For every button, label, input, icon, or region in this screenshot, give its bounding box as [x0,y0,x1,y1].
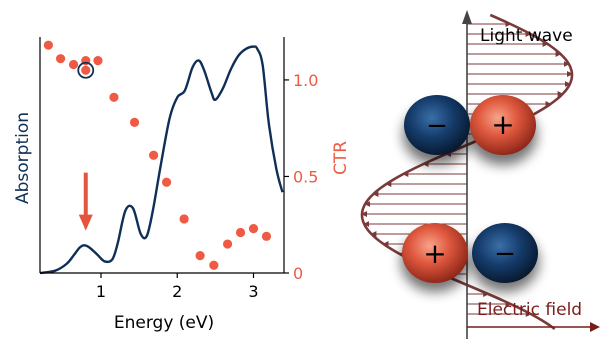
negative-charge-blob [472,223,538,283]
charge-pair-lower: + − [401,223,539,292]
x-tick-label: 3 [248,282,258,301]
ctr-data-point [93,56,103,66]
electric-field-arrowhead [590,322,600,332]
ctr-highlighted-point [81,65,91,75]
ctr-data-point [109,92,119,102]
positive-charge-blob [470,95,536,155]
absorption-series-line [39,45,284,275]
highlighted-point-ring [77,61,95,79]
ctr-data-point [209,260,219,270]
negative-charge-blob [404,95,470,155]
light-wave-label: Light wave [480,26,573,46]
ctr-data-point [129,117,140,127]
minus-sign: − [494,239,516,269]
right-axis-ticks: 0 0.5 1.0 [284,71,318,283]
right-y-tick-label: 0 [293,264,303,283]
ctr-data-point [248,223,259,234]
left-axis-label: Absorption [13,112,33,204]
right-y-tick-label: 1.0 [293,71,318,90]
x-tick-label: 2 [172,282,182,301]
ctr-data-point [161,177,172,187]
plus-sign: + [491,108,514,141]
ctr-scatter-points [43,40,272,270]
ctr-data-point [179,214,189,224]
charge-pair-upper: − + [403,95,537,165]
arrow-head [78,214,93,231]
right-axis-label: CTR [331,141,351,175]
ctr-data-point [149,150,159,160]
x-axis-label: Energy (eV) [114,313,214,333]
ctr-data-point [222,239,233,249]
ctr-data-point [68,59,79,70]
ctr-data-point [43,40,53,50]
ctr-data-point [55,54,66,64]
positive-charge-blob [402,223,468,283]
ctr-data-point [261,231,272,241]
light-wave-axis-arrowhead [462,10,472,24]
minus-sign: − [426,111,448,141]
plus-sign: + [423,237,446,270]
x-axis-ticks: 1 2 3 [96,273,259,301]
absorption-ctr-chart: 1 2 3 0 0.5 1.0 Energy (eV) Absorption CTR [13,37,351,333]
light-wave-diagram: Light wave Electric field − + + − [360,10,600,339]
electric-field-label: Electric field [477,300,582,320]
excitation-arrow [78,172,93,231]
ctr-data-point [195,251,205,261]
x-tick-label: 1 [96,282,106,301]
ctr-data-point [235,227,246,238]
right-y-tick-label: 0.5 [293,167,318,186]
